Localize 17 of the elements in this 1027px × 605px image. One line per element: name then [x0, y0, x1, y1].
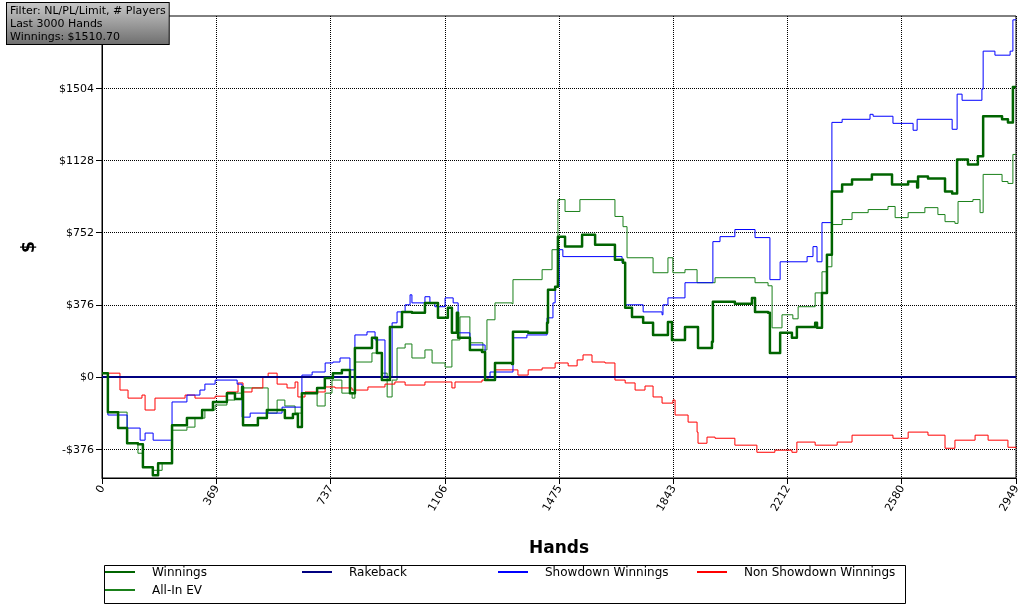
y-tick-label: $1504 — [59, 81, 94, 95]
y-axis-title: $ — [17, 241, 38, 253]
annotation: Last 3000 Hands — [10, 17, 103, 30]
legend-label: All-In EV — [152, 583, 203, 597]
y-tick-label: $752 — [66, 226, 94, 240]
y-tick-label: $1128 — [59, 153, 94, 167]
x-tick-label: 0 — [92, 482, 108, 496]
legend-label: Winnings — [152, 565, 207, 579]
y-tick-label: $0 — [80, 370, 94, 384]
y-tick-label: -$376 — [62, 442, 94, 456]
legend-label: Non Showdown Winnings — [744, 565, 896, 579]
x-axis-title: Hands — [528, 536, 590, 557]
y-tick-label: $376 — [66, 298, 94, 312]
legend-label: Showdown Winnings — [545, 565, 669, 579]
legend-label: Rakeback — [349, 565, 407, 579]
annotation: Filter: NL/PL/Limit, # Players — [10, 4, 166, 17]
annotation: Winnings: $1510.70 — [10, 30, 121, 43]
